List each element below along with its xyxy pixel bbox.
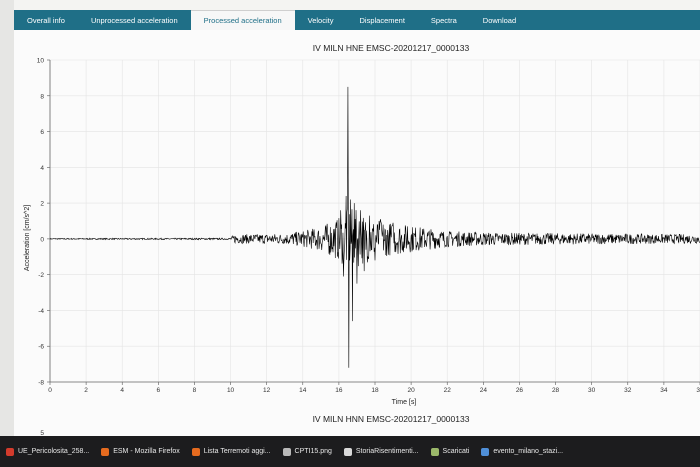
x-tick-label: 6	[157, 387, 161, 394]
app-icon	[343, 447, 352, 456]
taskbar-item[interactable]: evento_milano_stazi...	[481, 447, 564, 456]
x-tick-label: 2	[84, 387, 88, 394]
app-icon	[430, 447, 439, 456]
tab-bar: Overall info Unprocessed acceleration Pr…	[14, 10, 700, 30]
x-tick-label: 22	[444, 387, 452, 394]
tab-displacement[interactable]: Displacement	[359, 15, 405, 25]
chart-axes	[47, 59, 700, 385]
y-tick-label: 6	[40, 129, 44, 136]
y-tick-label: 2	[40, 201, 44, 208]
acceleration-chart: IV MILN HNE EMSC-20201217_0000133 Accele…	[24, 43, 700, 436]
taskbar-item[interactable]: UE_Pericolosita_258...	[6, 447, 90, 456]
taskbar-item-label: StoriaRisentimenti...	[355, 448, 419, 455]
app-icon	[101, 447, 110, 456]
tab-spectra[interactable]: Spectra	[430, 15, 457, 25]
y-tick-label: 4	[40, 165, 44, 172]
x-tick-label: 30	[588, 387, 596, 394]
taskbar-item-label: CPTI15.png	[294, 448, 332, 455]
x-tick-label: 10	[227, 387, 235, 394]
app-icon	[6, 447, 14, 456]
tab-unprocessed-acceleration[interactable]: Unprocessed acceleration	[90, 15, 178, 25]
x-tick-label: 4	[120, 387, 124, 394]
tab-overall-info[interactable]: Overall info	[27, 15, 65, 25]
taskbar-item-label: UE_Pericolosita_258...	[18, 448, 90, 455]
tab-processed-acceleration[interactable]: Processed acceleration	[190, 10, 295, 30]
y-tick-label: 0	[40, 236, 44, 243]
x-tick-label: 24	[480, 387, 488, 394]
chart-panel: IV MILN HNE EMSC-20201217_0000133 Accele…	[14, 30, 700, 436]
app-icon	[481, 447, 490, 456]
x-tick-label: 20	[407, 387, 415, 394]
acceleration-trace	[49, 86, 700, 368]
taskbar-item-label: evento_milano_stazi...	[493, 448, 564, 455]
x-tick-label: 34	[660, 387, 668, 394]
tab-velocity[interactable]: Velocity	[307, 15, 334, 25]
x-tick-label: 16	[335, 387, 343, 394]
page-left-margin	[0, 0, 14, 436]
x-tick-label: 36	[696, 387, 700, 394]
x-axis-label: Time [s]	[392, 399, 417, 406]
chart-grid	[49, 59, 700, 383]
taskbar-item[interactable]: Scaricati	[430, 447, 470, 456]
taskbar-item[interactable]: Lista Terremoti aggi...	[191, 447, 271, 456]
x-tick-label: 8	[193, 387, 197, 394]
tab-download[interactable]: Download	[482, 15, 517, 25]
y-tick-label: -8	[38, 380, 44, 387]
taskbar: UE_Pericolosita_258... ESM - Mozilla Fire…	[0, 436, 700, 467]
y-tick-label: 8	[40, 93, 44, 100]
x-tick-label: 12	[263, 387, 271, 394]
app-icon	[282, 447, 291, 456]
x-tick-label: 0	[48, 387, 52, 394]
taskbar-item[interactable]: CPTI15.png	[282, 447, 332, 456]
y-tick-label: -2	[38, 272, 44, 279]
taskbar-item[interactable]: StoriaRisentimenti...	[343, 447, 419, 456]
y-axis-label: Acceleration [cm/s^2]	[24, 205, 31, 271]
x-tick-label: 28	[552, 387, 560, 394]
y-tick-label: -6	[38, 344, 44, 351]
taskbar-item-label: Lista Terremoti aggi...	[203, 448, 271, 455]
second-chart-title: IV MILN HNN EMSC-20201217_0000133	[313, 414, 470, 424]
x-tick-label: 26	[516, 387, 524, 394]
second-chart-y-tick: 5	[40, 430, 44, 436]
y-tick-label: -4	[38, 308, 44, 315]
y-tick-label: 10	[37, 58, 45, 65]
taskbar-item[interactable]: ESM - Mozilla Firefox	[101, 447, 180, 456]
chart-title: IV MILN HNE EMSC-20201217_0000133	[313, 43, 470, 53]
app-icon	[191, 447, 200, 456]
taskbar-item-label: Scaricati	[442, 448, 470, 455]
tick-labels: 0246810121416182022242628303234361086420…	[37, 58, 700, 395]
x-tick-label: 14	[299, 387, 307, 394]
x-tick-label: 18	[371, 387, 379, 394]
taskbar-item-label: ESM - Mozilla Firefox	[113, 448, 180, 455]
x-tick-label: 32	[624, 387, 632, 394]
browser-screen: Overall info Unprocessed acceleration Pr…	[0, 0, 700, 436]
